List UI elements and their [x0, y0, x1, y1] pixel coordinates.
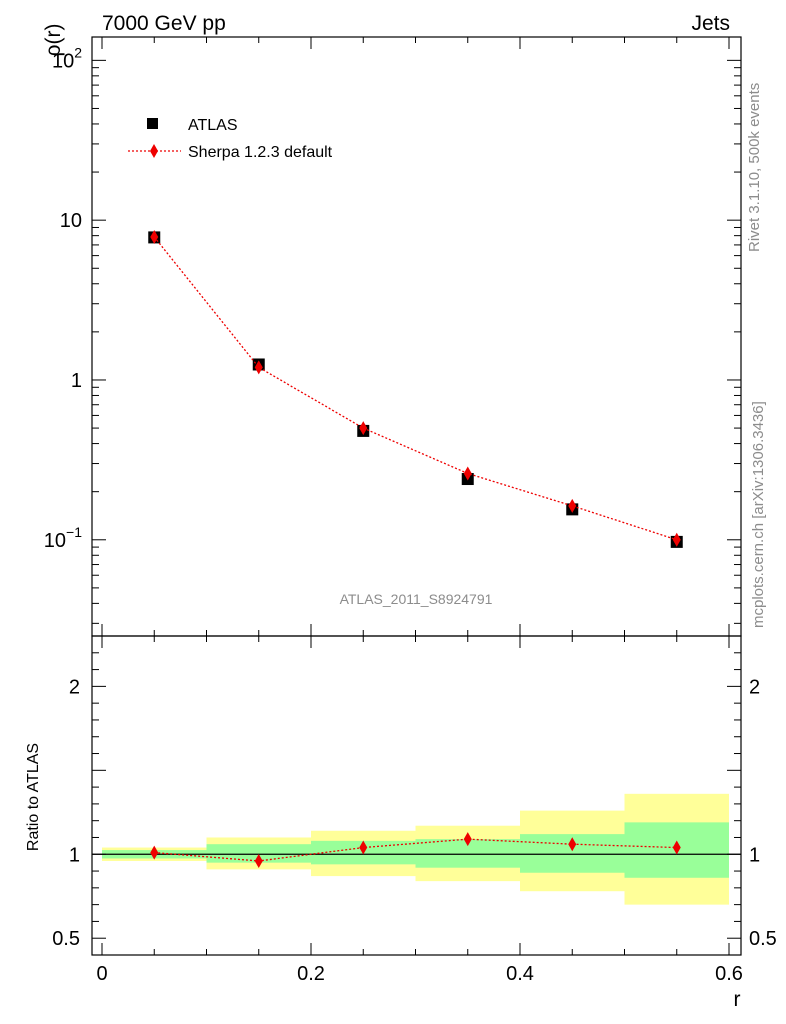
lower-ytick-label-right: 0.5 — [749, 928, 777, 950]
sherpa-point — [672, 532, 681, 547]
lower-ytick-label: 0.5 — [52, 928, 80, 950]
lower-frame — [91, 635, 742, 956]
ratio-point — [150, 845, 159, 860]
lower-ytick-label: 1 — [69, 844, 80, 866]
header-left: 7000 GeV pp — [102, 12, 226, 35]
legend-sherpa-marker — [150, 144, 158, 158]
sherpa-point — [254, 360, 263, 375]
legend-sherpa-label: Sherpa 1.2.3 default — [188, 144, 333, 161]
lower-ytick-label-right: 1 — [749, 844, 760, 866]
x-tick-label: 0 — [96, 963, 107, 985]
sherpa-point — [568, 498, 577, 513]
sherpa-point — [150, 229, 159, 244]
legend-atlas-label: ATLAS — [188, 117, 238, 134]
ratio-line — [154, 838, 677, 862]
ratio-point — [672, 840, 681, 855]
upper-ylabel: ρ(r) — [42, 24, 65, 57]
ratio-point — [568, 837, 577, 852]
header-right: Jets — [691, 12, 730, 35]
ratio-point — [463, 832, 472, 847]
x-tick-label: 0.6 — [715, 963, 743, 985]
xlabel: r — [734, 988, 741, 1011]
ratio-point — [359, 840, 368, 855]
sherpa-point — [463, 466, 472, 481]
upper-ytick-label: 102 — [52, 44, 82, 72]
upper-ytick-label: 10 — [60, 210, 82, 232]
upper-ytick-label: 10−1 — [44, 524, 82, 552]
upper-ytick-label: 1 — [71, 370, 82, 392]
sherpa-point — [359, 421, 368, 436]
legend: ATLAS Sherpa 1.2.3 default — [128, 117, 333, 161]
sherpa-line — [153, 236, 677, 541]
legend-atlas-marker — [147, 118, 158, 129]
ratio-point — [254, 853, 263, 868]
lower-ytick-label: 2 — [69, 676, 80, 698]
mcplots-note: mcplots.cern.ch [arXiv:1306.3436] — [750, 401, 767, 628]
lower-ylabel: Ratio to ATLAS — [25, 743, 42, 851]
ratio-band-inner-1 — [206, 844, 311, 863]
x-tick-label: 0.4 — [506, 963, 534, 985]
x-tick-label: 0.2 — [297, 963, 325, 985]
analysis-id: ATLAS_2011_S8924791 — [340, 591, 493, 607]
lower-ytick-label-right: 2 — [749, 676, 760, 698]
rivet-note: Rivet 3.1.10, 500k events — [746, 83, 763, 252]
